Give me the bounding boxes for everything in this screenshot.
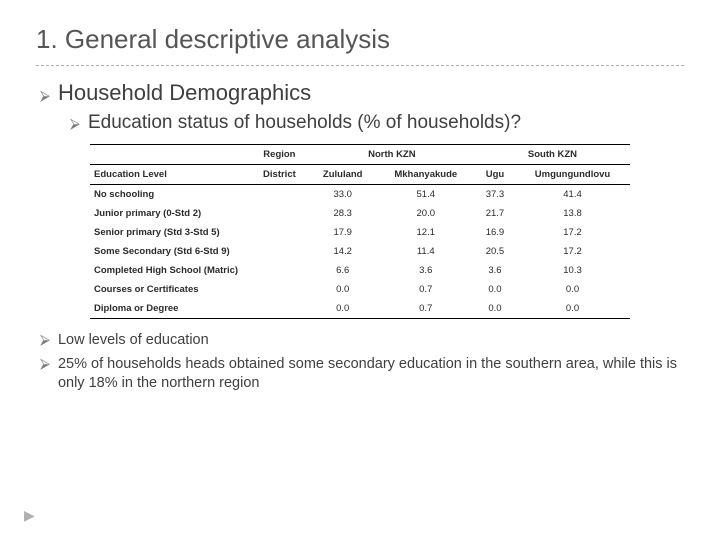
cell-value: 20.5: [475, 242, 515, 261]
cell-value: 3.6: [377, 261, 475, 280]
cell-value: 14.2: [309, 242, 377, 261]
cell-value: 33.0: [309, 185, 377, 205]
note-text: 25% of households heads obtained some se…: [58, 355, 684, 394]
col-umgungundlovu: Umgungundlovu: [515, 165, 630, 185]
cell-value: 37.3: [475, 185, 515, 205]
cell-label: Senior primary (Std 3-Std 5): [90, 223, 250, 242]
cell-value: 17.9: [309, 223, 377, 242]
table-row: Senior primary (Std 3-Std 5) 17.912.116.9…: [90, 223, 630, 242]
cell-value: 16.9: [475, 223, 515, 242]
cell-value: 6.6: [309, 261, 377, 280]
cell-label: Courses or Certificates: [90, 280, 250, 299]
cell-value: 0.0: [515, 280, 630, 299]
col-ugu: Ugu: [475, 165, 515, 185]
cell-value: 0.0: [475, 280, 515, 299]
cell-value: 17.2: [515, 242, 630, 261]
table-row: Courses or Certificates0.00.70.00.0: [90, 280, 630, 299]
cell-value: 17.2: [515, 223, 630, 242]
cell-value: 21.7: [475, 204, 515, 223]
cell-label: Some Secondary (Std 6-Std 9): [90, 242, 250, 261]
cell-value: 3.6: [475, 261, 515, 280]
cell-label: Completed High School (Matric): [90, 261, 250, 280]
cell-value: 0.7: [377, 280, 475, 299]
table-body: No schooling 33.051.437.341.4 Junior prim…: [90, 185, 630, 319]
cell-value: 51.4: [377, 185, 475, 205]
cell-value: 28.3: [309, 204, 377, 223]
cell-label: No schooling: [90, 185, 250, 205]
subsection-heading: Education status of households (% of hou…: [88, 112, 521, 134]
table-row: Junior primary (0-Std 2) 28.320.021.713.8: [90, 204, 630, 223]
cell-label: Junior primary (0-Std 2): [90, 204, 250, 223]
cell-value: 0.0: [475, 299, 515, 319]
col-region: Region: [250, 145, 309, 165]
slide-nav-icon: ▶: [24, 507, 35, 524]
table-row: Completed High School (Matric)6.63.63.61…: [90, 261, 630, 280]
bullet-icon: ⮚: [40, 88, 50, 102]
cell-label: Diploma or Degree: [90, 299, 250, 319]
col-education-level: Education Level: [90, 165, 250, 185]
slide-title: 1. General descriptive analysis: [36, 24, 684, 66]
table-row: No schooling 33.051.437.341.4: [90, 185, 630, 205]
cell-value: 12.1: [377, 223, 475, 242]
col-group-north: North KZN: [309, 145, 475, 165]
col-group-south: South KZN: [475, 145, 630, 165]
col-district: District: [250, 165, 309, 185]
cell-value: 10.3: [515, 261, 630, 280]
section-heading-block: ⮚ Household Demographics ⮚ Education sta…: [40, 80, 684, 134]
table-row: Some Secondary (Std 6-Std 9) 14.211.420.5…: [90, 242, 630, 261]
table-row: Diploma or Degree0.00.70.00.0: [90, 299, 630, 319]
note-text: Low levels of education: [58, 331, 209, 351]
cell-value: 20.0: [377, 204, 475, 223]
col-mkhanyakude: Mkhanyakude: [377, 165, 475, 185]
bullet-icon: ⮚: [40, 332, 50, 346]
notes-block: ⮚ Low levels of education ⮚ 25% of house…: [40, 331, 684, 394]
cell-value: 11.4: [377, 242, 475, 261]
col-zululand: Zululand: [309, 165, 377, 185]
cell-value: 0.0: [309, 299, 377, 319]
bullet-icon: ⮚: [40, 356, 50, 370]
section-heading: Household Demographics: [58, 80, 311, 106]
cell-value: 0.7: [377, 299, 475, 319]
bullet-icon: ⮚: [70, 116, 80, 130]
cell-value: 13.8: [515, 204, 630, 223]
cell-value: 0.0: [515, 299, 630, 319]
education-table: Region North KZN South KZN Education Lev…: [90, 144, 630, 319]
cell-value: 41.4: [515, 185, 630, 205]
cell-value: 0.0: [309, 280, 377, 299]
